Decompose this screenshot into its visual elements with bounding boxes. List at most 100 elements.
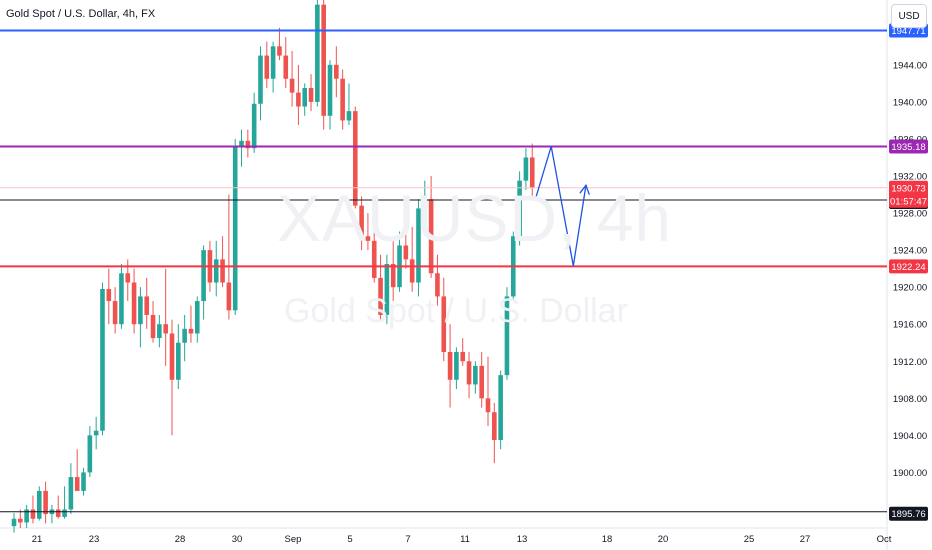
current-price-text: 1930.73: [891, 183, 925, 194]
candle: [36, 486, 42, 521]
level-label-1935.18: 1935.18: [889, 139, 928, 154]
candle-body: [416, 208, 421, 283]
candle-body: [188, 328, 194, 334]
level-label-1935.18-text: 1935.18: [891, 142, 925, 153]
currency-selector[interactable]: USD: [891, 4, 927, 28]
level-label-1895.76-bg: [889, 506, 928, 521]
candle: [150, 301, 156, 343]
candle: [321, 0, 326, 130]
horizontal-levels[interactable]: [0, 29, 887, 513]
candle-body: [479, 365, 484, 399]
candle-body: [62, 509, 67, 517]
symbol-watermark: XAUUSD, 4h: [277, 181, 673, 255]
candle: [131, 268, 137, 334]
candle-body: [119, 273, 124, 325]
candle: [30, 495, 36, 524]
projection-path[interactable]: [534, 146, 587, 266]
candle-body: [251, 103, 257, 149]
candle: [504, 287, 510, 380]
candle-body: [36, 490, 42, 519]
candle: [359, 196, 364, 251]
arrow-head: [579, 183, 590, 195]
candle-body: [409, 259, 415, 283]
time-tick-label: 25: [744, 534, 755, 545]
candle: [308, 74, 314, 112]
candle: [315, 0, 320, 107]
candle-body: [144, 296, 150, 315]
candle-body: [163, 324, 168, 334]
candle-body: [232, 146, 238, 311]
candle: [365, 213, 371, 251]
candle-body: [296, 92, 301, 107]
candle: [352, 106, 358, 209]
candle-body: [150, 314, 156, 339]
candle: [296, 64, 301, 126]
time-tick-label: 11: [460, 534, 470, 545]
candle: [81, 467, 86, 496]
time-tick-label: Sep: [285, 534, 302, 545]
candle-body: [289, 78, 295, 93]
price-labels: 1947.711935.181929.411922.241895.761930.…: [889, 23, 928, 521]
candle-body: [422, 199, 428, 209]
candle: [428, 176, 434, 278]
candle: [68, 463, 74, 515]
candle-body: [74, 477, 80, 491]
candle-body: [390, 264, 396, 288]
level-label-1922.24: 1922.24: [889, 259, 928, 274]
candle-body: [182, 328, 187, 343]
candle-body: [447, 352, 453, 380]
candle: [270, 41, 276, 93]
candle: [100, 282, 105, 436]
candle: [327, 60, 333, 130]
candle: [213, 240, 219, 297]
level-label-1922.24-bg: [889, 259, 928, 274]
candle-body: [315, 4, 320, 102]
time-tick-label: 20: [658, 534, 669, 545]
candle-body: [112, 301, 118, 325]
candle: [49, 504, 55, 524]
level-label-1947.71-text: 1947.71: [891, 26, 925, 37]
candle: [403, 217, 409, 269]
candle-body: [498, 375, 503, 440]
candle-body: [523, 157, 529, 181]
candle: [226, 194, 232, 320]
candle: [340, 69, 345, 130]
time-axis[interactable]: 21 23 28 30 Sep 5 7 11 13 18 20 25 27 Oct: [32, 534, 892, 545]
candle: [43, 481, 48, 524]
candle: [176, 324, 181, 390]
candle-body: [460, 352, 466, 362]
candle: [232, 138, 238, 315]
candle: [87, 426, 93, 478]
candle-body: [277, 46, 282, 56]
grid-lines: [0, 0, 888, 550]
candle: [466, 352, 472, 399]
candle-body: [334, 64, 339, 79]
candle: [144, 277, 150, 329]
candle-body: [125, 273, 131, 283]
time-tick-label: 27: [800, 534, 811, 545]
candle-body: [68, 477, 74, 510]
candle: [138, 287, 143, 348]
candle-body: [24, 509, 29, 523]
projection-arrow[interactable]: [534, 146, 590, 266]
candle-body: [131, 282, 137, 325]
candle-body: [359, 205, 364, 237]
level-label-1922.24-text: 1922.24: [891, 262, 925, 273]
candle-body: [302, 88, 308, 107]
candle: [106, 268, 112, 325]
candle: [409, 226, 415, 292]
chart-title: Gold Spot / U.S. Dollar, 4h, FX: [6, 8, 156, 20]
candle-body: [55, 509, 61, 517]
candle-body: [428, 199, 434, 274]
candle: [157, 314, 162, 348]
candle-body: [308, 88, 314, 102]
candle-body: [327, 64, 333, 116]
candle-body: [100, 289, 105, 431]
candle-body: [485, 398, 491, 413]
candle: [245, 129, 251, 158]
candle: [11, 513, 17, 533]
candle: [169, 319, 175, 436]
candle-body: [384, 264, 390, 315]
candle-body: [264, 55, 270, 79]
